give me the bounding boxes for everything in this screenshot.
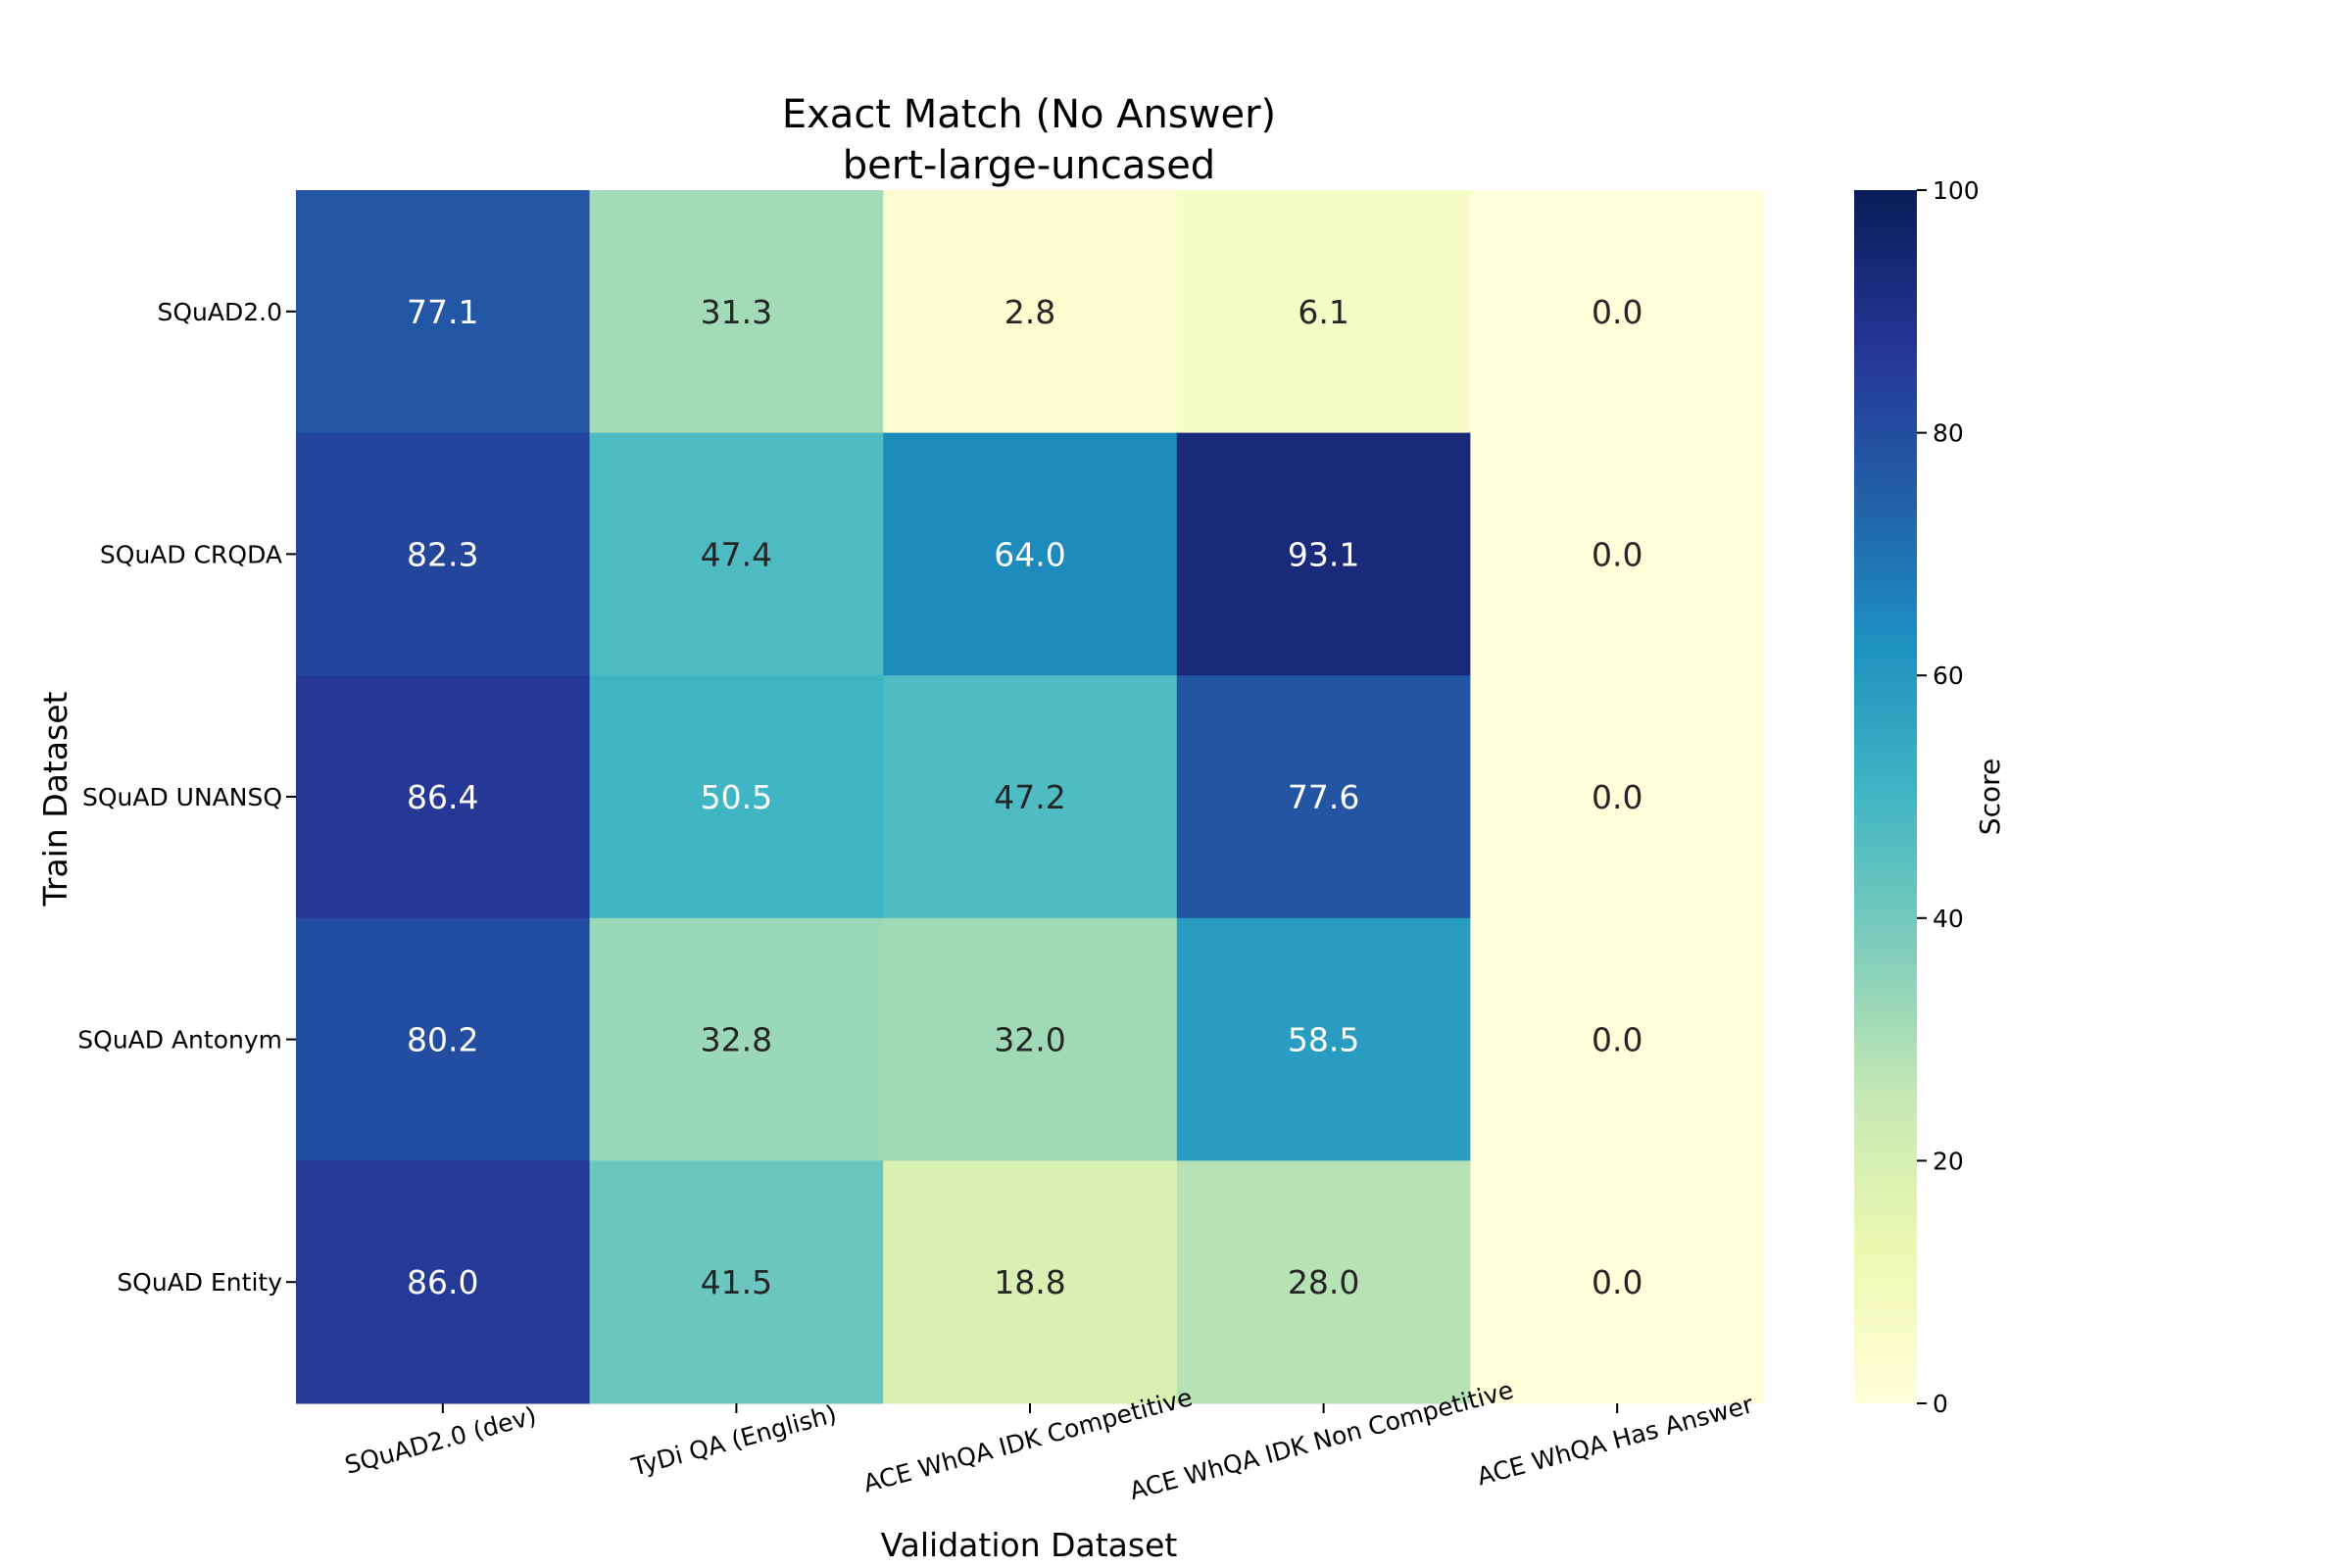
cell-value-label: 41.5 bbox=[701, 1263, 772, 1301]
cell-value-label: 2.8 bbox=[1004, 293, 1055, 331]
heatmap-cell bbox=[1470, 1160, 1765, 1404]
y-tick-label: SQuAD2.0 bbox=[157, 298, 282, 326]
heatmap-cell bbox=[296, 432, 591, 676]
x-tick-label: ACE WhQA Has Answer bbox=[1474, 1390, 1757, 1491]
cell-value-label: 0.0 bbox=[1592, 535, 1642, 573]
cell-value-label: 28.0 bbox=[1288, 1263, 1359, 1301]
heatmap-cell bbox=[883, 917, 1178, 1161]
chart-title-line-2: bert-large-uncased bbox=[843, 143, 1215, 188]
heatmap-cell bbox=[296, 1160, 591, 1404]
colorbar bbox=[1854, 190, 1917, 1403]
heatmap-cell bbox=[1470, 917, 1765, 1161]
heatmap-cell bbox=[296, 675, 591, 919]
x-tick-label: SQuAD2.0 (dev) bbox=[342, 1401, 540, 1480]
heatmap-cell bbox=[883, 675, 1178, 919]
cell-value-label: 93.1 bbox=[1288, 535, 1359, 573]
cell-value-label: 0.0 bbox=[1592, 778, 1642, 816]
cell-value-label: 80.2 bbox=[407, 1021, 478, 1059]
heatmap-cell bbox=[589, 432, 884, 676]
colorbar-tick-label: 20 bbox=[1933, 1147, 1964, 1175]
y-tick-labels: SQuAD2.0 SQuAD CRQDA SQuAD UNANSQ SQuAD Ant… bbox=[77, 298, 296, 1297]
heatmap-cell bbox=[1176, 675, 1471, 919]
cell-value-label: 31.3 bbox=[701, 293, 772, 331]
heatmap-cell bbox=[296, 190, 591, 434]
y-tick-label: SQuAD Entity bbox=[117, 1268, 282, 1297]
cell-value-label: 0.0 bbox=[1592, 1021, 1642, 1059]
heatmap-cell bbox=[1470, 675, 1765, 919]
y-axis-label: Train Dataset bbox=[36, 691, 74, 906]
cell-value-label: 86.0 bbox=[407, 1263, 478, 1301]
y-tick-label: SQuAD UNANSQ bbox=[82, 783, 282, 811]
cell-value-label: 86.4 bbox=[407, 778, 478, 816]
heatmap-cell bbox=[1470, 190, 1765, 434]
heatmap-cell bbox=[589, 675, 884, 919]
cell-value-label: 32.0 bbox=[994, 1021, 1065, 1059]
heatmap-cell bbox=[883, 1160, 1178, 1404]
cell-value-label: 77.6 bbox=[1288, 778, 1359, 816]
colorbar-label: Score bbox=[1974, 759, 2006, 835]
cell-value-label: 6.1 bbox=[1298, 293, 1348, 331]
cell-value-label: 58.5 bbox=[1288, 1021, 1359, 1059]
heatmap-cell bbox=[589, 917, 884, 1161]
colorbar-tick-label: 60 bbox=[1933, 662, 1964, 690]
heatmap-cell bbox=[1176, 432, 1471, 676]
chart-title-line-1: Exact Match (No Answer) bbox=[782, 92, 1276, 137]
heatmap-cell bbox=[883, 190, 1178, 434]
x-axis-label: Validation Dataset bbox=[881, 1526, 1178, 1564]
heatmap-cell bbox=[883, 432, 1178, 676]
heatmap-cell bbox=[1470, 432, 1765, 676]
y-tick-label: SQuAD CRQDA bbox=[100, 540, 282, 568]
colorbar-tick-label: 0 bbox=[1933, 1390, 1948, 1418]
cell-value-label: 47.2 bbox=[994, 778, 1065, 816]
heatmap-cell bbox=[1176, 190, 1471, 434]
heatmap-cell bbox=[1176, 917, 1471, 1161]
cell-value-label: 32.8 bbox=[701, 1021, 772, 1059]
cell-value-label: 47.4 bbox=[701, 535, 772, 573]
heatmap-cell bbox=[589, 190, 884, 434]
x-tick-label: TyDi QA (English) bbox=[628, 1399, 840, 1482]
cell-value-label: 18.8 bbox=[994, 1263, 1065, 1301]
heatmap-cells: 77.1 31.3 2.8 6.1 0.0 82.3 47.4 64.0 93.1 0.0 86.4… bbox=[296, 190, 1765, 1404]
y-tick-label: SQuAD Antonym bbox=[77, 1026, 282, 1054]
heatmap-cell bbox=[296, 917, 591, 1161]
cell-value-label: 50.5 bbox=[701, 778, 772, 816]
colorbar-tick-label: 40 bbox=[1933, 905, 1964, 933]
colorbar-ticks: 0 20 40 60 80 100 bbox=[1917, 176, 1980, 1418]
cell-value-label: 77.1 bbox=[407, 293, 478, 331]
chart-title: Exact Match (No Answer) bert-large-uncas… bbox=[782, 92, 1276, 188]
colorbar-tick-label: 100 bbox=[1933, 176, 1980, 205]
cell-value-label: 0.0 bbox=[1592, 1263, 1642, 1301]
cell-value-label: 82.3 bbox=[407, 535, 478, 573]
colorbar-tick-label: 80 bbox=[1933, 419, 1964, 448]
heatmap-cell bbox=[589, 1160, 884, 1404]
cell-value-label: 64.0 bbox=[994, 535, 1065, 573]
heatmap-cell bbox=[1176, 1160, 1471, 1404]
cell-value-label: 0.0 bbox=[1592, 293, 1642, 331]
